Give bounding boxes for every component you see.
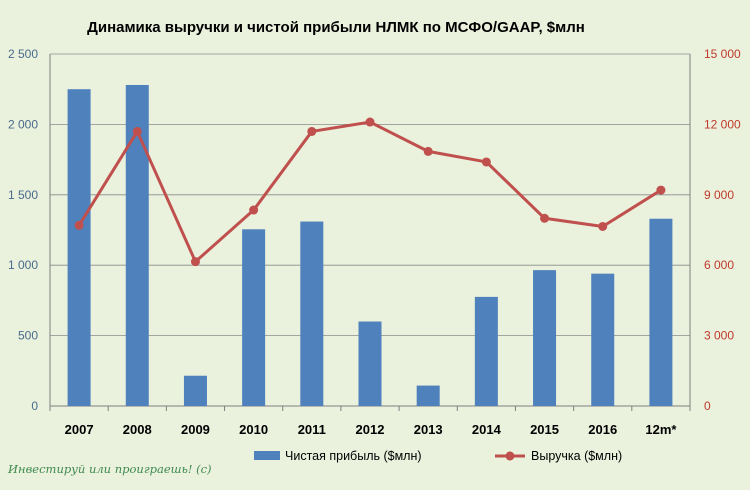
right-axis-tick-label: 15 000 <box>704 47 741 61</box>
x-axis-tick-label: 2012 <box>356 422 385 437</box>
left-axis-tick-label: 500 <box>18 329 38 343</box>
chart-title: Динамика выручки и чистой прибыли НЛМК п… <box>87 19 585 36</box>
legend-swatch-marker <box>505 451 515 461</box>
right-axis-tick-label: 0 <box>704 399 711 413</box>
right-axis-tick-label: 9 000 <box>704 188 734 202</box>
legend-label-bar: Чистая прибыль ($млн) <box>285 449 422 463</box>
left-axis-tick-label: 1 000 <box>8 258 38 272</box>
x-axis-tick-label: 2015 <box>530 422 559 437</box>
line-point <box>481 157 491 167</box>
x-axis-tick-label: 2013 <box>414 422 443 437</box>
right-axis-tick-label: 3 000 <box>704 329 734 343</box>
bar <box>591 273 615 406</box>
line-point <box>132 126 142 136</box>
bar <box>183 375 207 406</box>
legend: Чистая прибыль ($млн) Выручка ($млн) <box>254 449 622 463</box>
x-axis-tick-label: 2011 <box>298 422 326 437</box>
left-axis-tick-label: 1 500 <box>8 188 38 202</box>
x-axis-tick-label: 2008 <box>123 422 152 437</box>
bar <box>649 218 673 406</box>
left-axis-tick-label: 2 000 <box>8 117 38 131</box>
bar <box>474 296 498 406</box>
line-series <box>74 117 666 267</box>
x-axis-tick-label: 2016 <box>588 422 617 437</box>
tick-labels: 0 500 1 000 1 500 2 000 2 500 0 3 000 6 000 9 000… <box>8 47 741 437</box>
line-point <box>74 220 84 230</box>
legend-swatch-bar <box>254 451 280 460</box>
left-axis-tick-label: 2 500 <box>8 47 38 61</box>
watermark-text: Инвестируй или проиграешь! (c) <box>7 462 212 476</box>
bar <box>125 84 149 406</box>
x-axis-tick-label: 2010 <box>239 422 268 437</box>
left-axis-tick-label: 0 <box>31 399 38 413</box>
line-point <box>540 213 550 223</box>
x-axis-tick-label: 12m* <box>645 422 677 437</box>
line-point <box>598 221 608 231</box>
right-axis-tick-label: 12 000 <box>704 117 741 131</box>
line-point <box>190 257 200 267</box>
x-axis-tick-label: 2009 <box>181 422 210 437</box>
line-point <box>307 126 317 136</box>
line-point <box>249 205 259 215</box>
x-axis-tick-label: 2014 <box>472 422 502 437</box>
line-point <box>656 185 666 195</box>
bar-series <box>67 84 673 406</box>
bar <box>300 221 324 406</box>
bar <box>67 89 91 406</box>
line-point <box>365 117 375 127</box>
bar <box>533 270 557 406</box>
x-axis-tick-label: 2007 <box>65 422 94 437</box>
bar <box>358 321 382 406</box>
legend-label-line: Выручка ($млн) <box>531 449 622 463</box>
line-point <box>423 146 433 156</box>
bar <box>242 229 266 406</box>
bar <box>416 385 440 406</box>
right-axis-tick-label: 6 000 <box>704 258 734 272</box>
